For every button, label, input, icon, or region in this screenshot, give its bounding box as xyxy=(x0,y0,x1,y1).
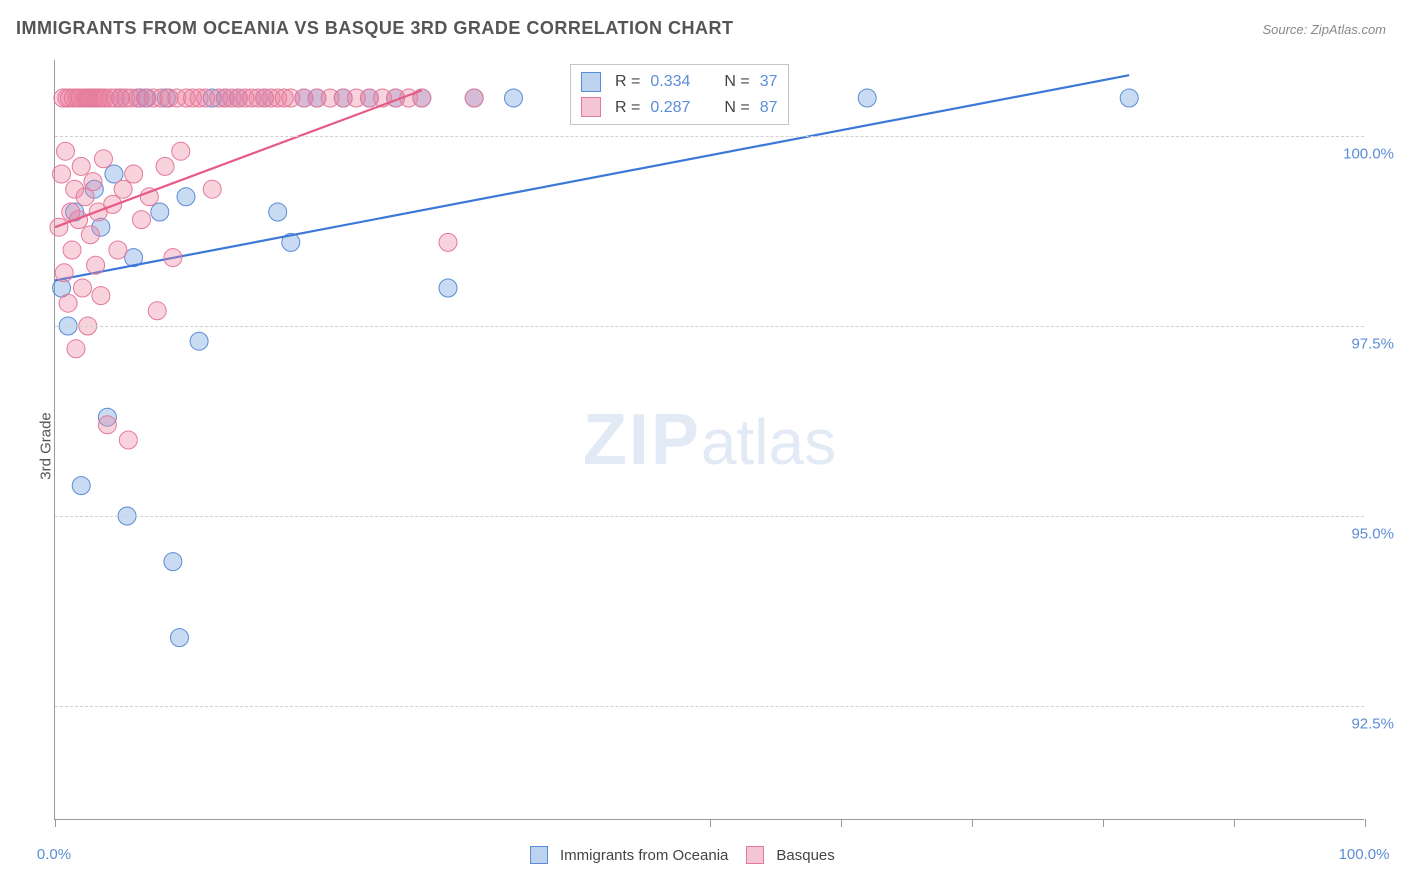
data-point-oceania xyxy=(858,89,876,107)
r-label: R = xyxy=(615,95,640,121)
x-tick xyxy=(1365,819,1366,827)
data-point-oceania xyxy=(269,203,287,221)
legend-swatch-basques xyxy=(581,97,601,117)
data-point-basques xyxy=(164,249,182,267)
data-point-basques xyxy=(132,211,150,229)
data-point-oceania xyxy=(439,279,457,297)
data-point-basques xyxy=(50,218,68,236)
n-value-oceania: 37 xyxy=(760,69,778,95)
data-point-basques xyxy=(92,287,110,305)
legend-row-basques: R = 0.287 N = 87 xyxy=(581,95,778,121)
data-point-basques xyxy=(109,241,127,259)
x-tick-label: 100.0% xyxy=(1339,846,1390,863)
data-point-basques xyxy=(114,180,132,198)
data-point-basques xyxy=(119,431,137,449)
data-point-basques xyxy=(465,89,483,107)
data-point-basques xyxy=(59,294,77,312)
series-legend-item-oceania: Immigrants from Oceania xyxy=(530,846,728,864)
data-point-oceania xyxy=(177,188,195,206)
r-value-oceania: 0.334 xyxy=(650,69,690,95)
data-point-oceania xyxy=(505,89,523,107)
x-tick-label: 0.0% xyxy=(37,846,71,863)
plot-area: ZIPatlas xyxy=(54,60,1364,820)
data-point-basques xyxy=(67,340,85,358)
n-value-basques: 87 xyxy=(760,95,778,121)
data-point-basques xyxy=(439,233,457,251)
series-label-basques: Basques xyxy=(776,847,834,864)
y-tick-label: 95.0% xyxy=(1351,526,1394,543)
x-tick xyxy=(1103,819,1104,827)
x-tick xyxy=(841,819,842,827)
source-label: Source: ZipAtlas.com xyxy=(1262,22,1386,37)
data-point-basques xyxy=(74,279,92,297)
legend-swatch-oceania xyxy=(581,72,601,92)
data-point-basques xyxy=(148,302,166,320)
series-legend: Immigrants from Oceania Basques xyxy=(530,846,835,864)
data-point-basques xyxy=(156,157,174,175)
data-point-basques xyxy=(81,226,99,244)
x-tick xyxy=(1234,819,1235,827)
y-tick-label: 100.0% xyxy=(1343,146,1394,163)
x-tick xyxy=(710,819,711,827)
y-tick-label: 97.5% xyxy=(1351,336,1394,353)
data-point-basques xyxy=(98,416,116,434)
data-point-basques xyxy=(84,173,102,191)
chart-title: IMMIGRANTS FROM OCEANIA VS BASQUE 3RD GR… xyxy=(16,18,734,39)
legend-swatch-basques xyxy=(746,846,764,864)
data-point-oceania xyxy=(190,332,208,350)
r-value-basques: 0.287 xyxy=(650,95,690,121)
data-point-basques xyxy=(172,142,190,160)
n-label: N = xyxy=(724,69,749,95)
y-axis-label: 3rd Grade xyxy=(37,412,54,480)
data-point-oceania xyxy=(164,553,182,571)
data-point-basques xyxy=(94,150,112,168)
chart-container: IMMIGRANTS FROM OCEANIA VS BASQUE 3RD GR… xyxy=(0,0,1406,892)
data-point-basques xyxy=(87,256,105,274)
gridline xyxy=(55,516,1364,517)
data-point-basques xyxy=(56,142,74,160)
data-point-basques xyxy=(72,157,90,175)
gridline xyxy=(55,326,1364,327)
x-tick xyxy=(55,819,56,827)
series-label-oceania: Immigrants from Oceania xyxy=(560,847,728,864)
data-point-oceania xyxy=(170,629,188,647)
y-tick-label: 92.5% xyxy=(1351,716,1394,733)
data-point-basques xyxy=(63,241,81,259)
r-label: R = xyxy=(615,69,640,95)
data-point-oceania xyxy=(72,477,90,495)
data-point-basques xyxy=(203,180,221,198)
x-tick xyxy=(972,819,973,827)
data-point-basques xyxy=(125,165,143,183)
n-label: N = xyxy=(724,95,749,121)
data-point-oceania xyxy=(1120,89,1138,107)
gridline xyxy=(55,136,1364,137)
data-point-basques xyxy=(55,264,73,282)
legend-row-oceania: R = 0.334 N = 37 xyxy=(581,69,778,95)
legend-swatch-oceania xyxy=(530,846,548,864)
gridline xyxy=(55,706,1364,707)
data-point-oceania xyxy=(151,203,169,221)
correlation-legend: R = 0.334 N = 37 R = 0.287 N = 87 xyxy=(570,64,789,125)
data-point-basques xyxy=(53,165,71,183)
series-legend-item-basques: Basques xyxy=(746,846,834,864)
